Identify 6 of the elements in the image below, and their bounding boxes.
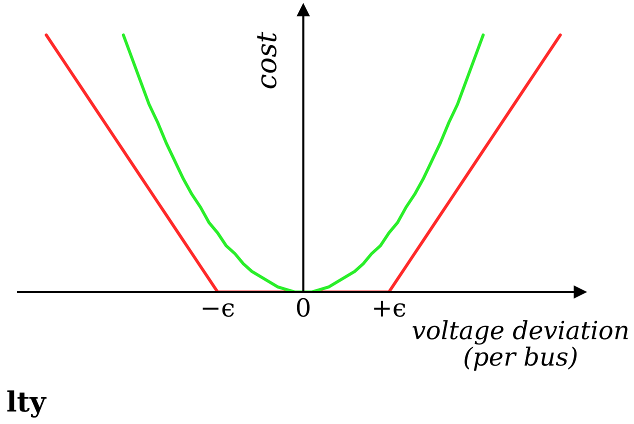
x-tick-label: +ϵ	[374, 300, 406, 317]
x-tick-label: −ϵ	[202, 303, 234, 317]
x-tick-label: 0	[296, 298, 310, 317]
text: lty	[7, 390, 47, 418]
y-axis-title: cost	[257, 32, 276, 88]
x-axis-title: voltage deviation (per bus)	[412, 320, 628, 371]
